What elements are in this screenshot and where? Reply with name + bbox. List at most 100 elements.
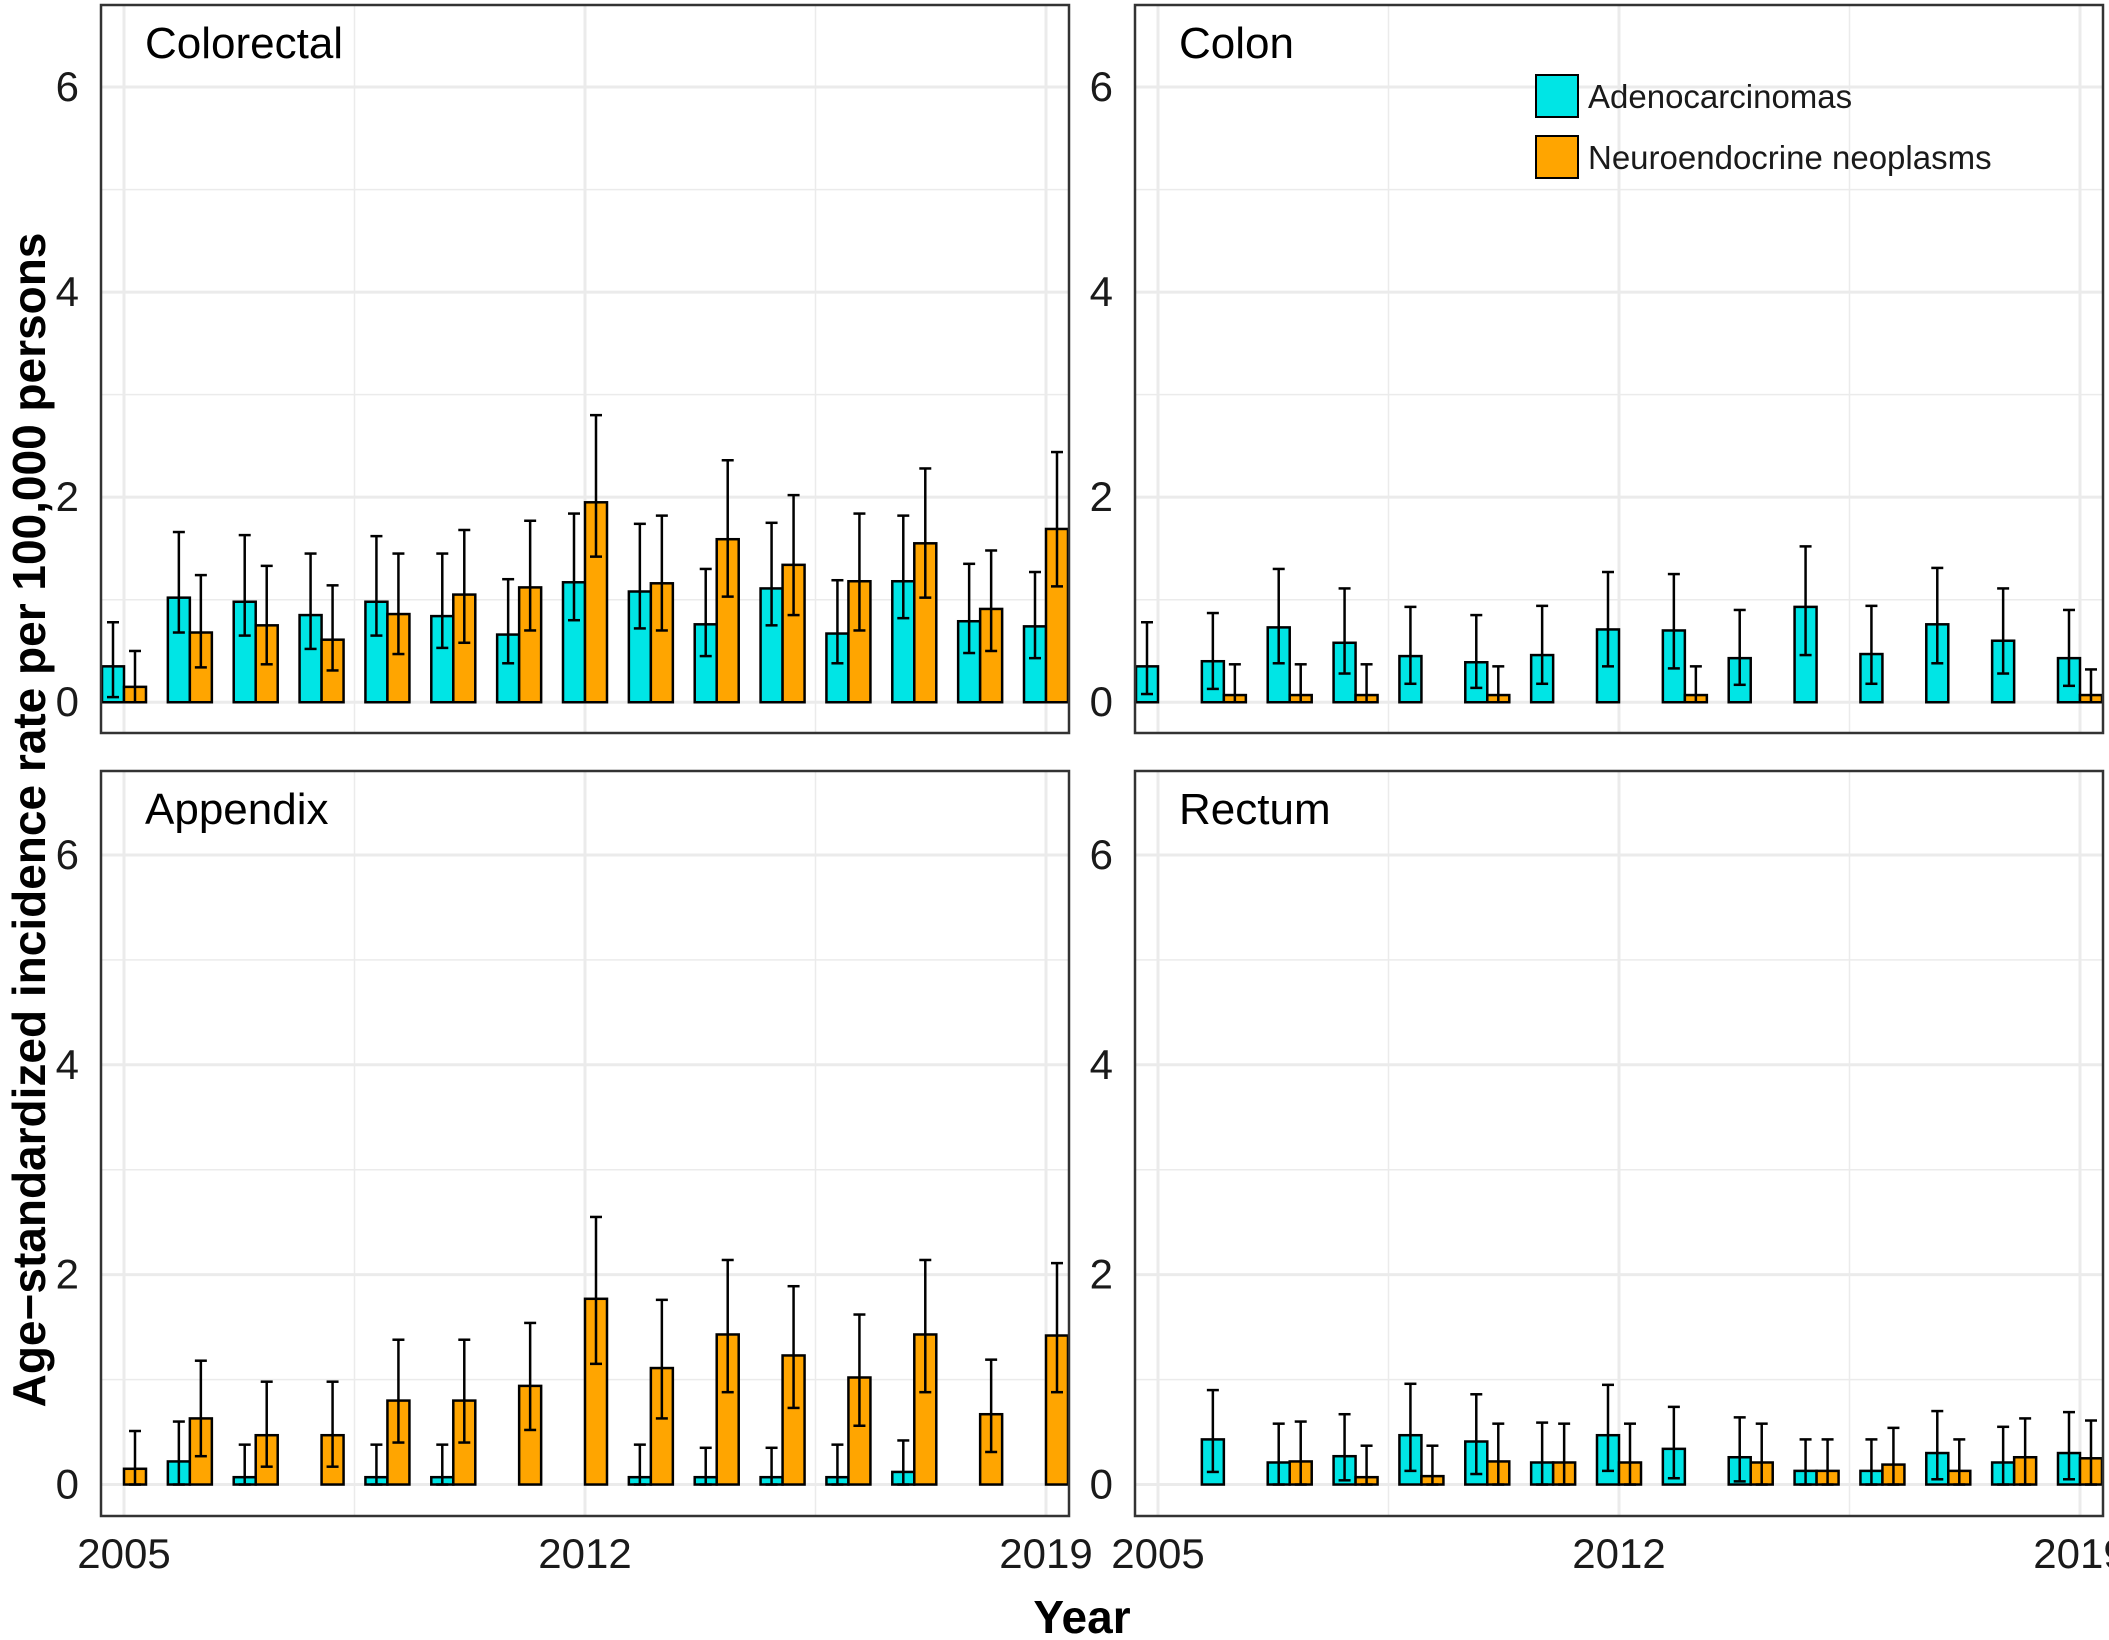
error-bar-neuroendocrine-2014	[721, 1258, 734, 1394]
error-bar-neuroendocrine-2015	[787, 1284, 800, 1410]
error-bar-adenocarcinomas-2009	[370, 1443, 383, 1486]
panel-colon: Colon 0 2 4 6	[1090, 3, 2105, 735]
error-bar-adenocarcinomas-2007	[1272, 567, 1285, 665]
error-bar-neuroendocrine-2010	[458, 528, 471, 645]
error-bar-adenocarcinomas-2017	[1931, 566, 1944, 665]
error-bar-neuroendocrine-2010	[1492, 1422, 1505, 1486]
error-bar-adenocarcinomas-2010	[436, 1443, 449, 1486]
error-bar-adenocarcinomas-2013	[633, 522, 646, 630]
y-tick-label: 6	[56, 63, 79, 110]
error-bar-neuroendocrine-2008	[1360, 1444, 1373, 1486]
error-bar-neuroendocrine-2016	[1887, 1426, 1900, 1486]
error-bar-adenocarcinomas-2006	[1206, 611, 1219, 691]
panel-rectum: Rectum 0 2 4 6 2005 2012 2019	[1090, 769, 2109, 1577]
error-bar-adenocarcinomas-2017	[897, 514, 910, 620]
error-bar-neuroendocrine-2016	[853, 1313, 866, 1428]
error-bar-adenocarcinomas-2005	[1141, 621, 1153, 696]
y-tick-label: 6	[1090, 831, 1113, 878]
error-bar-neuroendocrine-2007	[1294, 1420, 1307, 1486]
error-bar-adenocarcinomas-2017	[897, 1439, 910, 1486]
y-tick-label: 0	[56, 1461, 79, 1508]
error-bar-neuroendocrine-2012	[590, 413, 602, 558]
error-bar-neuroendocrine-2019	[2085, 668, 2097, 704]
legend-label-adenocarcinomas: Adenocarcinomas	[1588, 78, 1852, 115]
error-bar-adenocarcinomas-2007	[1272, 1422, 1285, 1486]
error-bar-adenocarcinomas-2009	[370, 534, 383, 637]
error-bar-neuroendocrine-2011	[524, 1321, 537, 1432]
error-bar-adenocarcinomas-2012	[1602, 570, 1614, 668]
error-bar-neuroendocrine-2017	[1953, 1438, 1966, 1486]
error-bar-adenocarcinomas-2015	[765, 1446, 778, 1486]
error-bar-adenocarcinomas-2007	[238, 1443, 251, 1486]
error-bar-adenocarcinomas-2009	[1404, 605, 1417, 686]
error-bar-adenocarcinomas-2006	[1206, 1388, 1219, 1474]
error-bar-adenocarcinomas-2019	[2063, 1410, 2075, 1481]
error-bar-adenocarcinomas-2009	[1404, 1382, 1417, 1473]
x-tick-label: 2019	[2033, 1530, 2109, 1577]
error-bar-adenocarcinomas-2015	[765, 521, 778, 627]
error-bar-neuroendocrine-2017	[919, 467, 932, 599]
error-bar-adenocarcinomas-2010	[1470, 613, 1483, 690]
y-tick-label: 0	[1090, 678, 1113, 725]
panel-title: Colorectal	[145, 19, 343, 68]
error-bar-neuroendocrine-2010	[1492, 665, 1505, 704]
y-tick-label: 2	[56, 1251, 79, 1298]
error-bar-neuroendocrine-2013	[655, 514, 668, 632]
error-bar-adenocarcinomas-2019	[2063, 608, 2075, 688]
x-axis-label: Year	[1033, 1591, 1130, 1640]
error-bar-neuroendocrine-2011	[1558, 1422, 1571, 1486]
y-tick-label: 0	[1090, 1461, 1113, 1508]
y-tick-label: 4	[56, 1041, 79, 1088]
panel-colorectal: Colorectal 0 2 4 6	[56, 3, 1071, 735]
panel-title: Appendix	[145, 785, 328, 834]
y-tick-label: 2	[1090, 473, 1113, 520]
error-bar-adenocarcinomas-2018	[963, 562, 976, 655]
x-tick-label: 2019	[999, 1530, 1092, 1577]
legend-label-neuroendocrine: Neuroendocrine neoplasms	[1588, 139, 1992, 176]
x-tick-label: 2012	[1572, 1530, 1665, 1577]
error-bar-neuroendocrine-2018	[985, 1358, 998, 1454]
error-bar-adenocarcinomas-2006	[172, 530, 185, 634]
error-bar-neuroendocrine-2018	[2019, 1417, 2032, 1486]
error-bar-neuroendocrine-2007	[260, 564, 273, 666]
error-bar-neuroendocrine-2008	[1360, 663, 1373, 704]
error-bar-neuroendocrine-2019	[2085, 1419, 2097, 1486]
error-bar-neuroendocrine-2006	[194, 573, 207, 669]
error-bar-adenocarcinomas-2012	[568, 512, 580, 622]
panel-border	[99, 3, 1071, 735]
error-bar-adenocarcinomas-2011	[1536, 1421, 1549, 1486]
x-tick-label: 2012	[538, 1530, 631, 1577]
error-bar-adenocarcinomas-2014	[1733, 1416, 1746, 1483]
error-bar-neuroendocrine-2015	[1821, 1438, 1834, 1486]
y-tick-label: 4	[1090, 268, 1113, 315]
error-bar-adenocarcinomas-2015	[1799, 1438, 1812, 1486]
x-tick-label: 2005	[77, 1530, 170, 1577]
error-bar-neuroendocrine-2007	[260, 1380, 273, 1468]
error-bar-adenocarcinomas-2016	[831, 1443, 844, 1486]
error-bar-adenocarcinomas-2006	[172, 1420, 185, 1486]
error-bar-neuroendocrine-2019	[1051, 1261, 1063, 1394]
error-bar-adenocarcinomas-2005	[107, 621, 119, 699]
error-bar-adenocarcinomas-2016	[831, 578, 844, 665]
error-bar-neuroendocrine-2014	[721, 459, 734, 598]
panel-border	[99, 769, 1071, 1518]
error-bar-neuroendocrine-2006	[194, 1359, 207, 1458]
y-tick-label: 4	[1090, 1041, 1113, 1088]
error-bar-neuroendocrine-2019	[1051, 450, 1063, 588]
legend-swatch-adenocarcinomas	[1535, 74, 1579, 118]
error-bar-neuroendocrine-2015	[787, 493, 800, 617]
y-tick-label: 6	[1090, 63, 1113, 110]
y-tick-label: 0	[56, 678, 79, 725]
error-bar-neuroendocrine-2011	[524, 519, 537, 632]
error-bar-adenocarcinomas-2015	[1799, 545, 1812, 657]
error-bar-adenocarcinomas-2013	[1667, 572, 1680, 670]
error-bar-neuroendocrine-2005	[129, 1429, 141, 1486]
y-tick-label: 4	[56, 268, 79, 315]
error-bar-adenocarcinomas-2010	[1470, 1393, 1483, 1476]
error-bar-adenocarcinomas-2014	[699, 567, 712, 658]
error-bar-adenocarcinomas-2013	[633, 1443, 646, 1486]
error-bar-adenocarcinomas-2008	[1338, 587, 1351, 675]
error-bar-adenocarcinomas-2018	[1997, 587, 2010, 675]
error-bar-neuroendocrine-2013	[655, 1298, 668, 1420]
